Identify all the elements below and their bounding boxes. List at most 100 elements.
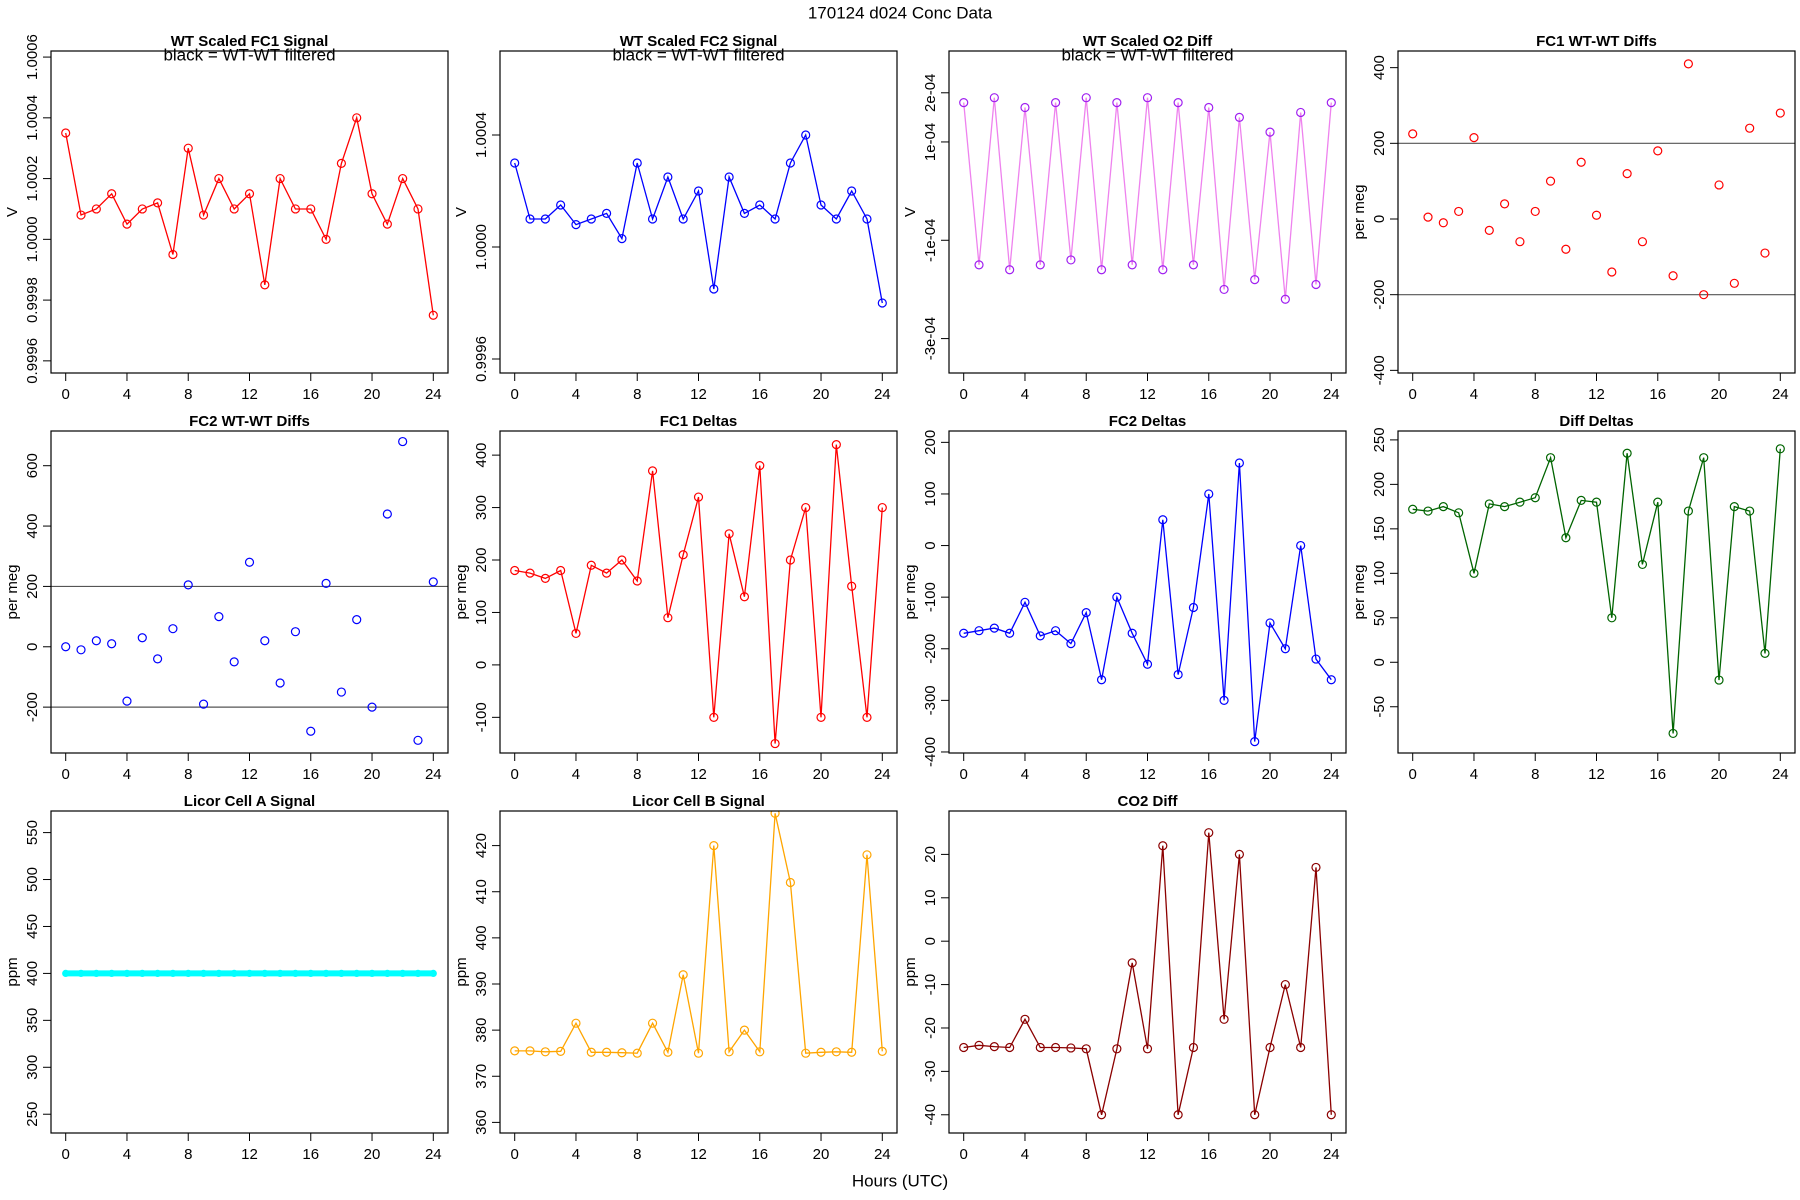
point (1653, 497, 1663, 507)
point (290, 627, 301, 637)
y-axis-label: per meg (453, 564, 470, 619)
point (244, 557, 255, 567)
x-tick-label: 8 (1082, 1146, 1090, 1163)
series-line (963, 462, 1332, 742)
series-line (963, 97, 1332, 300)
x-axis-label: Hours (UTC) (852, 1171, 948, 1190)
point (1219, 284, 1229, 295)
y-tick-label: 100 (473, 600, 490, 625)
x-tick-label: 16 (302, 386, 319, 403)
point (974, 1040, 984, 1050)
panel-title: FC1 WT-WT Diffs (1536, 33, 1657, 50)
point (678, 550, 688, 560)
x-tick-label: 12 (690, 386, 707, 403)
y-tick-label: -400 (922, 737, 939, 767)
point (1250, 1110, 1260, 1120)
point (1745, 123, 1755, 133)
point (525, 568, 535, 578)
y-tick-label: 550 (24, 820, 41, 845)
point (76, 210, 86, 220)
point (199, 969, 208, 978)
series-line (514, 444, 883, 744)
point (847, 186, 857, 196)
point (1280, 979, 1290, 990)
point (1005, 265, 1015, 275)
point (510, 158, 520, 168)
data-layer (510, 440, 887, 749)
y-tick-label: 370 (473, 1064, 490, 1089)
point (1096, 675, 1107, 685)
y-tick-label: 300 (473, 495, 490, 520)
y-tick-label: 600 (24, 453, 41, 478)
point (1576, 157, 1586, 167)
x-tick-label: 24 (1772, 386, 1789, 403)
data-layer (959, 828, 1336, 1120)
point (510, 1046, 520, 1056)
point (1591, 210, 1602, 220)
point (1454, 206, 1464, 217)
panel-title: Licor Cell A Signal (184, 793, 315, 810)
point (1622, 168, 1632, 179)
point (307, 969, 315, 978)
point (1326, 675, 1336, 685)
point (214, 611, 224, 622)
x-tick-label: 20 (813, 386, 830, 403)
point (1142, 659, 1153, 669)
point (276, 969, 284, 978)
point (1081, 608, 1091, 618)
y-tick-label: 0 (1371, 215, 1388, 223)
y-tick-label: 20 (922, 846, 939, 863)
point (108, 969, 116, 978)
plot-frame (499, 430, 898, 754)
x-tick-label: 8 (184, 766, 192, 783)
y-axis-label: per meg (902, 564, 919, 619)
point (229, 657, 239, 667)
point (1051, 1042, 1061, 1053)
point (1714, 180, 1724, 190)
y-tick-label: 2e-04 (922, 74, 939, 112)
point (122, 219, 132, 229)
y-tick-label: 300 (24, 1055, 41, 1080)
x-tick-label: 24 (1772, 766, 1789, 783)
point (785, 158, 795, 168)
point (1775, 444, 1785, 454)
point (1005, 1042, 1015, 1053)
point (1311, 862, 1321, 873)
y-axis-label: ppm (453, 957, 470, 986)
point (382, 509, 392, 519)
point (510, 565, 520, 576)
point (755, 1047, 765, 1057)
point (1699, 453, 1709, 463)
point (1081, 1044, 1091, 1054)
point (847, 1047, 857, 1057)
point (571, 220, 581, 230)
point (1096, 1110, 1107, 1120)
point (1469, 133, 1479, 143)
point (352, 615, 362, 625)
series-line (65, 115, 434, 316)
point (398, 436, 408, 447)
x-tick-label: 4 (572, 1146, 580, 1163)
point (1173, 669, 1183, 680)
point (1158, 841, 1168, 851)
point (107, 189, 117, 199)
point (724, 1047, 734, 1057)
point (137, 204, 147, 214)
point (1020, 1014, 1030, 1024)
y-axis-label: per meg (1351, 184, 1368, 239)
point (1668, 728, 1678, 739)
point (1745, 506, 1755, 516)
point (862, 850, 872, 860)
data-layer (62, 969, 437, 978)
x-tick-label: 16 (751, 1146, 768, 1163)
point (862, 214, 872, 224)
data-layer (61, 113, 438, 320)
x-tick-label: 20 (1711, 386, 1728, 403)
panel-title: FC2 WT-WT Diffs (189, 413, 310, 430)
point (989, 623, 999, 633)
x-tick-label: 20 (1262, 386, 1279, 403)
point (1760, 248, 1770, 258)
point (321, 578, 331, 588)
y-tick-label: 400 (1371, 55, 1388, 80)
point (1142, 93, 1153, 103)
